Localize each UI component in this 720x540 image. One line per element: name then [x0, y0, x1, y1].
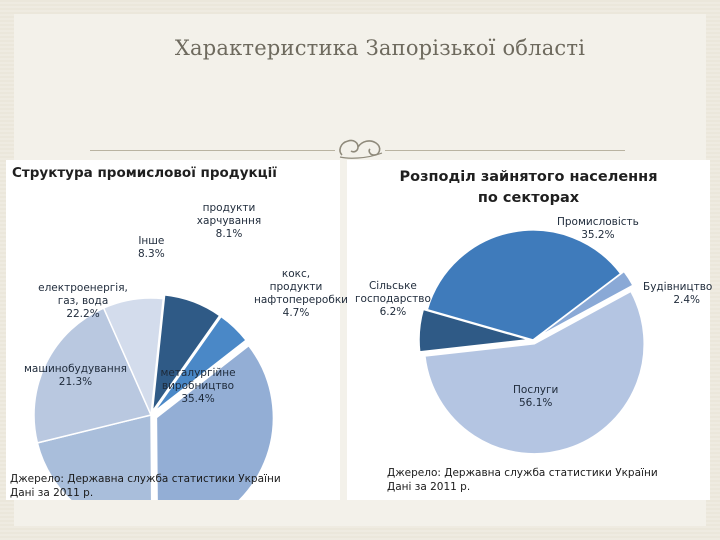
slice-value: 35.4%: [181, 393, 215, 405]
pie-slice-metallurgy: [155, 344, 275, 500]
slice-category: Сільське: [368, 280, 417, 292]
slice-category: Послуги: [513, 384, 559, 396]
chart-title: Структура промислової продукції: [12, 165, 277, 181]
slice-category: господарство: [355, 293, 431, 305]
pie-slice-construction: [535, 270, 635, 339]
source-note: Джерело: Державна служба статистики Укра…: [387, 466, 658, 494]
slice-category: кокс, продукти нафтопереробки: [254, 268, 348, 306]
industrial-structure-chart: Структура промислової продукції продукти…: [6, 160, 348, 500]
slice-category: Інше: [138, 235, 165, 247]
slice-category: Промисловість: [557, 216, 639, 228]
slice-value: 22.2%: [66, 308, 100, 320]
slice-value: 35.2%: [581, 229, 615, 241]
slice-value: 4.7%: [282, 307, 310, 319]
divider-line-left: [90, 150, 335, 151]
slice-label-energy: електроенергія, газ, вода 22.2%: [34, 282, 132, 321]
chart-title-line: по секторах: [477, 190, 580, 206]
slice-category: машинобудування: [24, 363, 127, 375]
chart-title-line: Розподіл зайнятого населення: [399, 169, 658, 185]
slice-value: 21.3%: [58, 376, 93, 388]
slice-label-coke: кокс, продукти нафтопереробки 4.7%: [254, 268, 348, 320]
slice-category: продукти харчування: [196, 202, 262, 227]
slice-label-agriculture: Сільське господарство 6.2%: [355, 280, 431, 319]
slice-label-machinery: машинобудування 21.3%: [24, 363, 127, 389]
pie-slice-food: [151, 294, 221, 415]
chart-title: Розподіл зайнятого населення по секторах: [347, 167, 710, 209]
source-line: Джерело: Державна служба статистики Укра…: [10, 473, 281, 485]
employment-distribution-chart: Розподіл зайнятого населення по секторах…: [347, 160, 712, 500]
slice-label-food: продукти харчування 8.1%: [196, 202, 262, 241]
pie-chart-employment: [418, 229, 645, 455]
pie-slice-industry: [426, 229, 622, 341]
pie-slice-agriculture: [418, 308, 530, 353]
pie-slice-services: [424, 290, 645, 455]
slice-label-industry: Промисловість 35.2%: [557, 216, 639, 242]
slice-value: 6.2%: [379, 306, 407, 318]
scroll-ornament-icon: [339, 139, 383, 159]
pie-chart-industry: [33, 294, 275, 500]
slice-category: Будівництво: [643, 281, 713, 293]
source-line: Дані за 2011 р.: [387, 481, 471, 493]
source-line: Дані за 2011 р.: [10, 487, 94, 499]
pie-slice-other: [102, 297, 165, 418]
slice-label-other: Інше 8.3%: [138, 235, 165, 261]
source-note: Джерело: Державна служба статистики Укра…: [10, 472, 281, 500]
pie-slice-energy: [33, 307, 153, 444]
slice-value: 2.4%: [673, 294, 701, 306]
slice-label-construction: Будівництво 2.4%: [643, 281, 712, 307]
slice-category: металургійне виробництво: [160, 367, 236, 392]
slice-value: 8.3%: [138, 248, 165, 260]
slice-value: 8.1%: [215, 228, 243, 240]
slice-label-services: Послуги 56.1%: [513, 384, 558, 410]
pie-slice-coke: [153, 315, 248, 413]
slide-title: Характеристика Запорізької області: [174, 36, 586, 60]
slice-label-metallurgy: металургійне виробництво 35.4%: [158, 367, 238, 406]
divider-line-right: [385, 150, 625, 151]
source-line: Джерело: Державна служба статистики Укра…: [387, 467, 658, 479]
slice-value: 56.1%: [519, 397, 553, 409]
slice-category: електроенергія, газ, вода: [38, 282, 128, 307]
